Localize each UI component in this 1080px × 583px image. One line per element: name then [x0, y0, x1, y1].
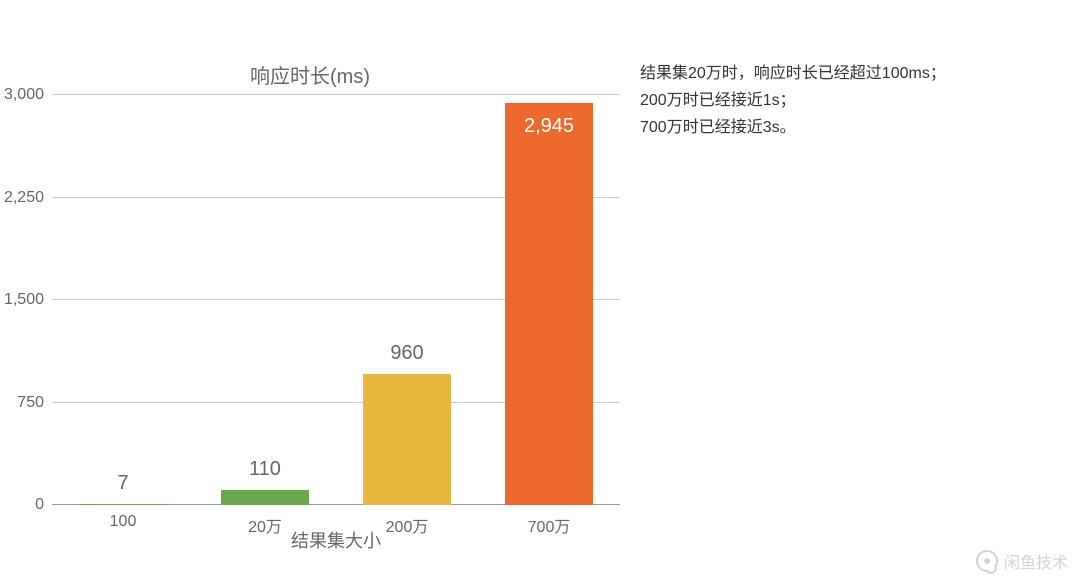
y-tick-label: 1,500 [0, 291, 44, 309]
bars-container: 710011020万960200万2,945700万 [52, 95, 620, 505]
plot-region: 710011020万960200万2,945700万 [52, 95, 620, 505]
notes-panel: 结果集20万时，响应时长已经超过100ms；200万时已经接近1s；700万时已… [640, 60, 1060, 142]
bar: 2,945 [505, 103, 594, 505]
bar-wrap: 960200万 [350, 95, 464, 505]
y-tick-label: 0 [0, 496, 44, 514]
bar-value-label: 2,945 [505, 115, 594, 138]
x-axis-title: 结果集大小 [52, 527, 620, 553]
chart-area: 响应时长(ms) 07501,5002,2503,000 710011020万9… [0, 0, 620, 583]
wechat-icon [976, 550, 998, 572]
bar: 960 [363, 374, 452, 505]
chart-title: 响应时长(ms) [0, 60, 620, 89]
y-tick-label: 3,000 [0, 86, 44, 104]
page-container: 响应时长(ms) 07501,5002,2503,000 710011020万9… [0, 0, 1080, 583]
bar-wrap: 7100 [66, 95, 180, 505]
bar-value-label: 110 [176, 458, 353, 481]
bar: 110 [221, 490, 310, 505]
bar: 7 [79, 504, 168, 505]
watermark-text: 闲鱼技术 [1004, 549, 1068, 573]
bar-wrap: 11020万 [208, 95, 322, 505]
y-tick-label: 750 [0, 394, 44, 412]
y-axis: 07501,5002,2503,000 [0, 95, 48, 505]
note-line: 200万时已经接近1s； [640, 87, 1060, 114]
note-line: 结果集20万时，响应时长已经超过100ms； [640, 60, 1060, 87]
bar-wrap: 2,945700万 [492, 95, 606, 505]
bar-value-label: 960 [318, 342, 495, 365]
y-tick-label: 2,250 [0, 189, 44, 207]
watermark: 闲鱼技术 [976, 549, 1068, 573]
note-line: 700万时已经接近3s。 [640, 114, 1060, 141]
